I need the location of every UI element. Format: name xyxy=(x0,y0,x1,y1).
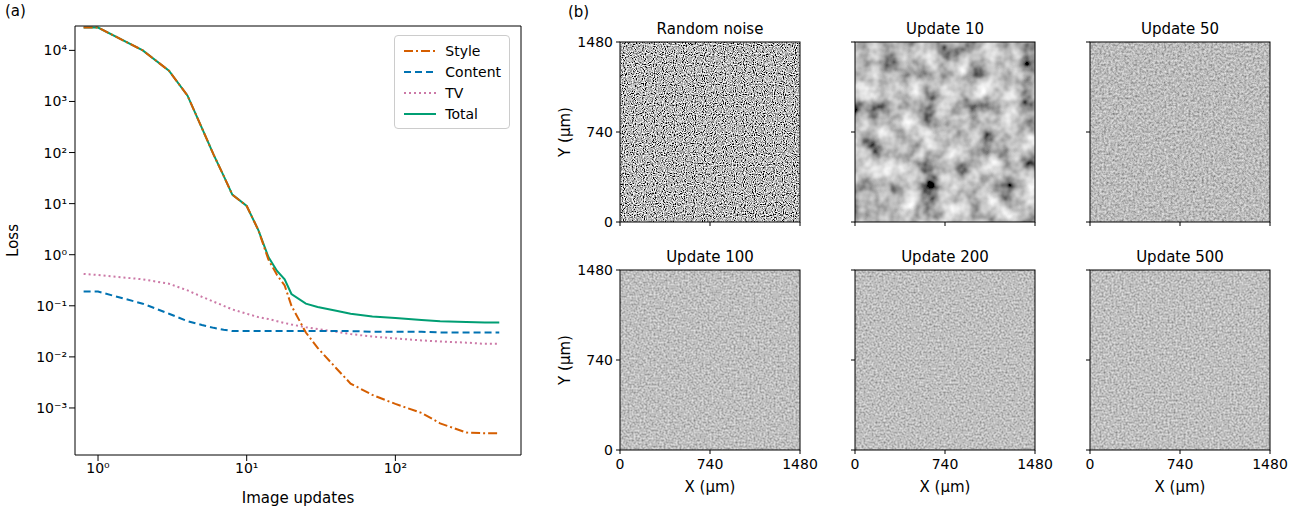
svg-text:10³: 10³ xyxy=(44,93,67,109)
svg-text:10⁴: 10⁴ xyxy=(44,42,68,58)
svg-text:1480: 1480 xyxy=(782,456,818,472)
svg-text:1480: 1480 xyxy=(577,262,613,278)
html-text:Total: Total xyxy=(445,105,478,122)
svg-text:740: 740 xyxy=(697,456,724,472)
svg-text:740: 740 xyxy=(586,352,613,368)
svg-text:10⁰: 10⁰ xyxy=(44,247,68,263)
html-text:Content: Content xyxy=(445,63,501,80)
svg-text:Y (μm): Y (μm) xyxy=(556,335,574,386)
svg-text:X (μm): X (μm) xyxy=(685,478,736,496)
svg-text:1480: 1480 xyxy=(1017,456,1053,472)
svg-text:740: 740 xyxy=(586,124,613,140)
svg-text:0: 0 xyxy=(1086,456,1095,472)
svg-text:(b): (b) xyxy=(568,3,589,21)
svg-text:10²: 10² xyxy=(384,460,407,476)
svg-text:10²: 10² xyxy=(44,145,67,161)
svg-text:Loss: Loss xyxy=(4,224,22,257)
svg-text:10⁻¹: 10⁻¹ xyxy=(36,298,67,314)
svg-text:10⁻²: 10⁻² xyxy=(36,349,67,365)
svg-text:Image updates: Image updates xyxy=(242,489,355,507)
svg-text:1480: 1480 xyxy=(577,34,613,50)
svg-text:10¹: 10¹ xyxy=(235,460,258,476)
svg-text:0: 0 xyxy=(604,442,613,458)
svg-text:X (μm): X (μm) xyxy=(920,478,971,496)
svg-text:X (μm): X (μm) xyxy=(1155,478,1206,496)
svg-text:10¹: 10¹ xyxy=(44,196,67,212)
html-text:Style: Style xyxy=(445,42,481,59)
svg-text:740: 740 xyxy=(1167,456,1194,472)
svg-text:Update 200: Update 200 xyxy=(901,248,989,266)
svg-text:0: 0 xyxy=(604,214,613,230)
svg-text:740: 740 xyxy=(932,456,959,472)
svg-text:Y (μm): Y (μm) xyxy=(556,107,574,158)
html-text:(a): (a) xyxy=(5,2,26,20)
svg-text:0: 0 xyxy=(616,456,625,472)
svg-text:Update 50: Update 50 xyxy=(1141,20,1219,38)
svg-text:0: 0 xyxy=(851,456,860,472)
svg-text:Update 500: Update 500 xyxy=(1136,248,1224,266)
svg-text:10⁰: 10⁰ xyxy=(86,460,110,476)
svg-text:1480: 1480 xyxy=(1252,456,1288,472)
svg-text:Update 100: Update 100 xyxy=(666,248,754,266)
svg-text:10⁻³: 10⁻³ xyxy=(36,400,67,416)
html-text:TV: TV xyxy=(445,84,464,101)
svg-text:Random noise: Random noise xyxy=(657,20,764,38)
svg-text:Update 10: Update 10 xyxy=(906,20,984,38)
